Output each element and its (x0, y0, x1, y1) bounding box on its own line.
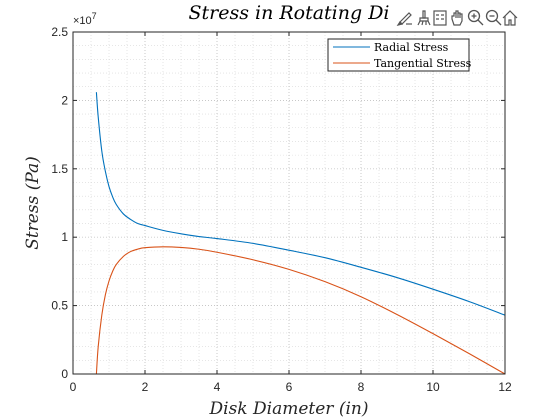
tick-labels: 0 2 4 6 8 10 12 0 0.5 1 1.5 2 2.5 (51, 25, 512, 394)
legend-label-tangential: Tangential Stress (374, 57, 472, 70)
y-tick-label: 0 (61, 367, 68, 381)
x-tick-label: 0 (70, 380, 77, 394)
zoom-in-icon[interactable] (467, 9, 484, 26)
chart-title: Stress in Rotating Di (188, 2, 389, 24)
x-axis-label: Disk Diameter (in) (209, 399, 369, 419)
toolbar-background (394, 6, 512, 28)
brush-icon[interactable] (417, 10, 431, 26)
tangential-stress-line[interactable] (95, 246, 506, 375)
pan-hand-icon[interactable] (451, 10, 463, 26)
home-icon[interactable] (502, 10, 518, 26)
y-tick-label: 2 (61, 93, 68, 107)
y-tick-label: 1.5 (51, 162, 68, 176)
legend-label-radial: Radial Stress (374, 41, 449, 54)
data-tips-icon[interactable] (396, 12, 412, 26)
y-tick-label: 1 (61, 230, 68, 244)
axes-toolbar (394, 6, 518, 28)
y-exponent-label: ×107 (73, 11, 97, 27)
zoom-out-icon[interactable] (485, 9, 502, 26)
y-tick-label: 0.5 (51, 299, 68, 313)
legend-box (327, 38, 470, 72)
x-tick-label: 2 (142, 380, 149, 394)
legend-toggle-icon[interactable] (433, 10, 447, 26)
x-tick-label: 6 (286, 380, 293, 394)
x-tick-label: 4 (214, 380, 221, 394)
axis-ticks (72, 31, 506, 375)
series-layer (95, 92, 506, 375)
y-axis-label: Stress (Pa) (23, 156, 43, 250)
x-tick-label: 8 (358, 380, 365, 394)
y-tick-label: 2.5 (51, 25, 68, 39)
legend[interactable]: Radial Stress Tangential Stress (327, 38, 472, 72)
radial-stress-line[interactable] (95, 92, 506, 316)
x-tick-label: 10 (426, 380, 440, 394)
x-tick-label: 12 (498, 380, 512, 394)
